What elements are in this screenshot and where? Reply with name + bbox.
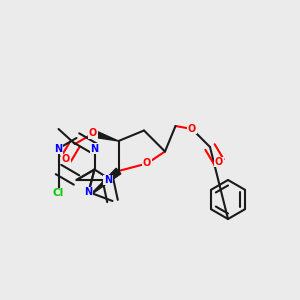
Polygon shape bbox=[92, 130, 118, 141]
Text: O: O bbox=[215, 157, 223, 167]
Text: O: O bbox=[89, 128, 97, 139]
Text: O: O bbox=[62, 154, 70, 164]
Text: N: N bbox=[104, 175, 112, 185]
Text: N: N bbox=[54, 143, 63, 154]
Polygon shape bbox=[88, 168, 121, 196]
Text: N: N bbox=[90, 143, 99, 154]
Text: O: O bbox=[188, 124, 196, 134]
Text: Cl: Cl bbox=[53, 188, 64, 199]
Text: O: O bbox=[143, 158, 151, 169]
Text: N: N bbox=[84, 187, 93, 197]
